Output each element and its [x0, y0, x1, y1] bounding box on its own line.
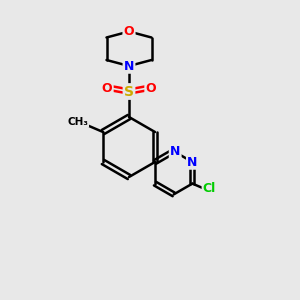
Text: O: O — [102, 82, 112, 95]
Text: CH₃: CH₃ — [67, 116, 88, 127]
Text: S: S — [124, 85, 134, 98]
Text: N: N — [170, 145, 180, 158]
Text: O: O — [146, 82, 156, 95]
Text: N: N — [124, 59, 134, 73]
Text: O: O — [124, 25, 134, 38]
Text: Cl: Cl — [203, 182, 216, 195]
Text: N: N — [187, 155, 198, 169]
